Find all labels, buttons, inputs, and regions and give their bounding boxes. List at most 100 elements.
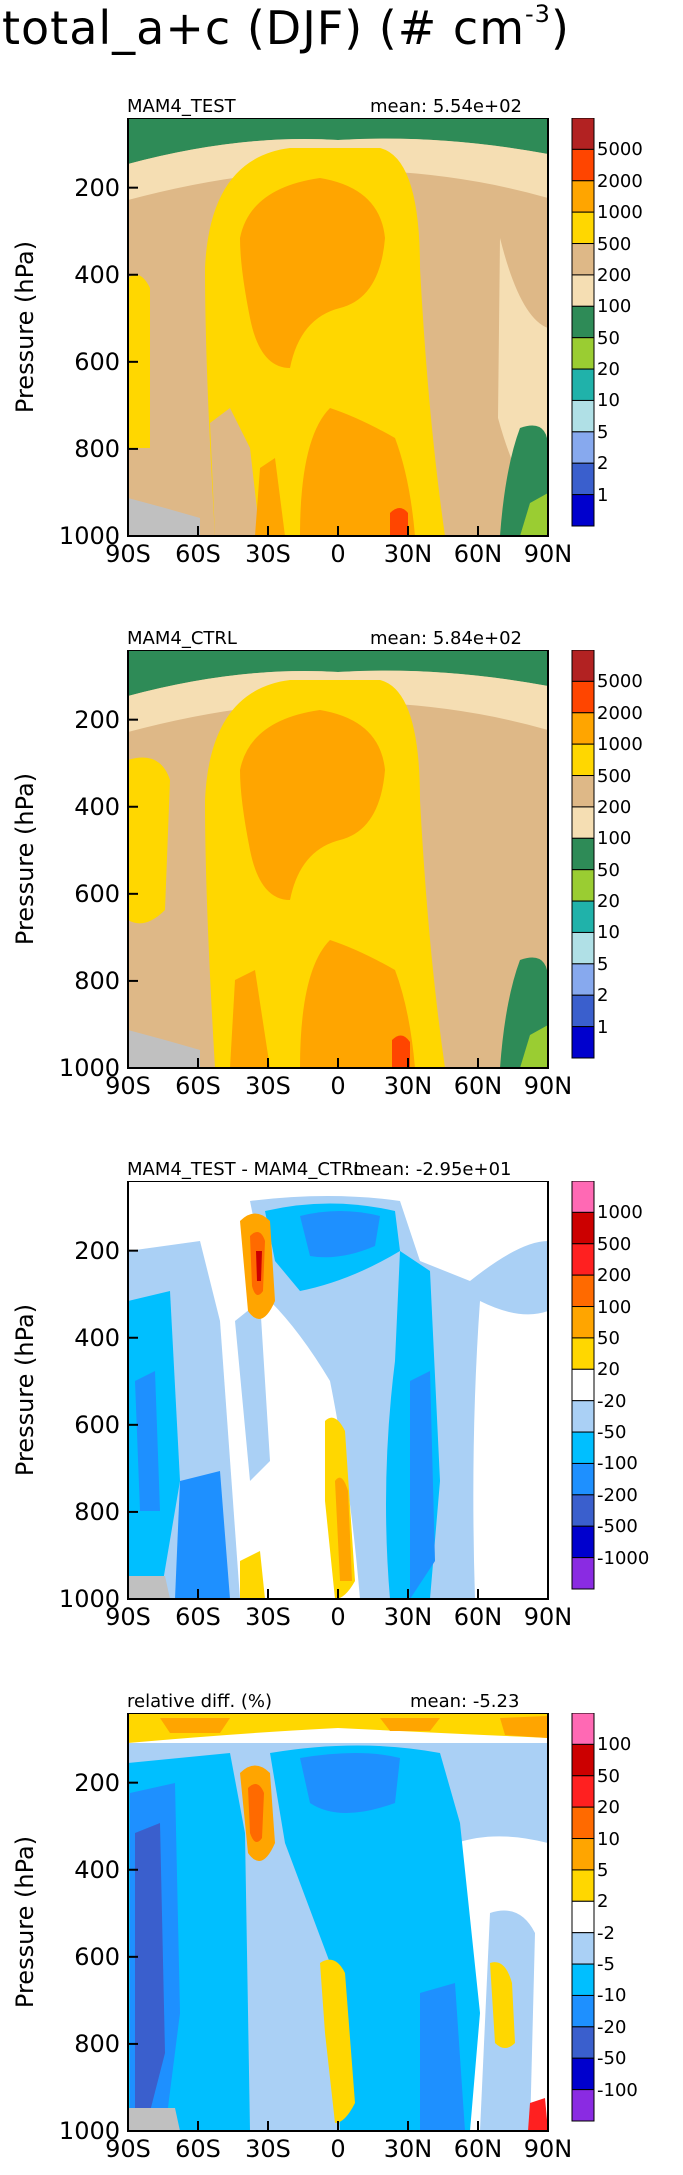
legend-swatch bbox=[571, 1963, 595, 1996]
legend-swatch bbox=[571, 1400, 595, 1433]
legend-label: 500 bbox=[597, 233, 632, 255]
legend-swatch bbox=[571, 931, 595, 965]
x-tick-label: 60S bbox=[175, 1603, 221, 1631]
legend-swatch bbox=[571, 680, 595, 714]
x-tick-label: 90S bbox=[105, 2135, 151, 2163]
plot-fill bbox=[128, 118, 548, 536]
legend-swatch bbox=[571, 1431, 595, 1464]
legend-label: 10 bbox=[597, 390, 620, 412]
y-tick-label: 1000 bbox=[58, 1054, 120, 1082]
legend-label: 20 bbox=[597, 1359, 620, 1381]
contour-plot bbox=[127, 118, 595, 537]
x-tick-label: 60N bbox=[453, 540, 503, 568]
y-tick-label: 1000 bbox=[58, 522, 120, 550]
legend-swatch bbox=[571, 305, 595, 339]
y-axis-label: Pressure (hPa) bbox=[11, 1303, 39, 1477]
legend-label: -200 bbox=[597, 1484, 638, 1506]
x-tick-label: 30N bbox=[383, 2135, 433, 2163]
legend-swatch bbox=[571, 1462, 595, 1496]
x-tick-label: 60N bbox=[453, 1072, 503, 1100]
legend-swatch bbox=[571, 650, 595, 682]
legend-label: 50 bbox=[597, 1765, 620, 1787]
panel-ctrl: MAM4_CTRL mean: 5.84e+02 200 400 600 800 100… bbox=[0, 628, 683, 1110]
legend-label: 50 bbox=[597, 859, 620, 881]
panel-name: relative diff. (%) bbox=[127, 1691, 273, 1712]
legend-swatch bbox=[571, 243, 595, 276]
legend-label: -500 bbox=[597, 1516, 638, 1538]
legend-label: -100 bbox=[597, 1453, 638, 1475]
contour-plot bbox=[127, 1713, 595, 2132]
legend-swatch bbox=[571, 431, 595, 464]
legend-label: 1000 bbox=[597, 734, 643, 756]
x-tick-label: 30S bbox=[245, 2135, 291, 2163]
y-tick-label: 600 bbox=[74, 1942, 120, 1971]
legend-bar bbox=[571, 1181, 595, 1590]
y-tick-label: 400 bbox=[74, 1323, 120, 1352]
x-tick-label: 90S bbox=[105, 540, 151, 568]
legend-bar bbox=[571, 118, 595, 527]
legend-swatch bbox=[571, 1869, 595, 1902]
y-tick-label: 800 bbox=[74, 2029, 120, 2058]
legend-label: 20 bbox=[597, 891, 620, 913]
legend-swatch bbox=[571, 963, 595, 996]
legend-label: -100 bbox=[597, 2079, 638, 2101]
legend-label: 200 bbox=[597, 796, 632, 818]
legend-label: -50 bbox=[597, 2048, 627, 2070]
legend-label: 1000 bbox=[597, 202, 643, 224]
legend-swatch bbox=[571, 806, 595, 839]
x-tick-label: 0 bbox=[330, 1603, 346, 1631]
legend-swatch bbox=[571, 994, 595, 1028]
legend-swatch bbox=[571, 1494, 595, 1527]
page-title: total_a+c (DJF) (# cm-3) bbox=[2, 0, 570, 55]
legend-swatch bbox=[571, 1211, 595, 1245]
legend-label: 5 bbox=[597, 953, 609, 975]
panel-diff: MAM4_TEST - MAM4_CTRL mean: -2.95e+01 20… bbox=[0, 1159, 683, 1641]
y-tick-label: 400 bbox=[74, 1855, 120, 1884]
legend-swatch bbox=[571, 1838, 595, 1871]
legend-swatch bbox=[571, 1306, 595, 1339]
legend-swatch bbox=[571, 775, 595, 808]
x-tick-label: 0 bbox=[330, 2135, 346, 2163]
x-tick-label: 30N bbox=[383, 540, 433, 568]
contour-plot bbox=[127, 1181, 595, 1600]
y-tick-label: 1000 bbox=[58, 2117, 120, 2145]
legend-label: 5 bbox=[597, 421, 609, 443]
legend-label: 100 bbox=[597, 296, 632, 318]
plot-fill bbox=[128, 1713, 548, 2131]
legend-label: 2000 bbox=[597, 702, 643, 724]
legend-swatch bbox=[571, 1775, 595, 1808]
x-tick-label: 30S bbox=[245, 540, 291, 568]
legend-label: 1 bbox=[597, 484, 609, 506]
y-axis-label: Pressure (hPa) bbox=[11, 1835, 39, 2009]
legend-label: 500 bbox=[597, 765, 632, 787]
legend-label: 100 bbox=[597, 1296, 632, 1318]
legend-label: 2 bbox=[597, 985, 609, 1007]
x-tick-label: 60S bbox=[175, 2135, 221, 2163]
legend-label: 10 bbox=[597, 922, 620, 944]
legend-label: 50 bbox=[597, 327, 620, 349]
legend-label: 2000 bbox=[597, 170, 643, 192]
legend-label: 10 bbox=[597, 1828, 620, 1850]
legend-swatch bbox=[571, 1994, 595, 2028]
legend-swatch bbox=[571, 148, 595, 182]
legend-label: -20 bbox=[597, 2016, 627, 2038]
legend-label: 2 bbox=[597, 453, 609, 475]
y-tick-label: 400 bbox=[74, 792, 120, 821]
legend-label: 2 bbox=[597, 1891, 609, 1913]
legend-label: 5000 bbox=[597, 139, 643, 161]
legend-bar bbox=[571, 650, 595, 1059]
legend-swatch bbox=[571, 743, 595, 777]
legend-label: -1000 bbox=[597, 1547, 650, 1569]
legend-label: -10 bbox=[597, 1985, 627, 2007]
panel-mean: mean: 5.84e+02 bbox=[370, 628, 522, 649]
legend-swatch bbox=[571, 1274, 595, 1308]
legend-bar bbox=[571, 1713, 595, 2122]
y-tick-label: 600 bbox=[74, 347, 120, 376]
x-tick-label: 30N bbox=[383, 1072, 433, 1100]
legend-label: -5 bbox=[597, 1954, 615, 1976]
legend-label: 5000 bbox=[597, 671, 643, 693]
legend-label: -2 bbox=[597, 1922, 615, 1944]
legend-swatch bbox=[571, 368, 595, 401]
legend-label: 5 bbox=[597, 1859, 609, 1881]
x-tick-label: 30S bbox=[245, 1072, 291, 1100]
